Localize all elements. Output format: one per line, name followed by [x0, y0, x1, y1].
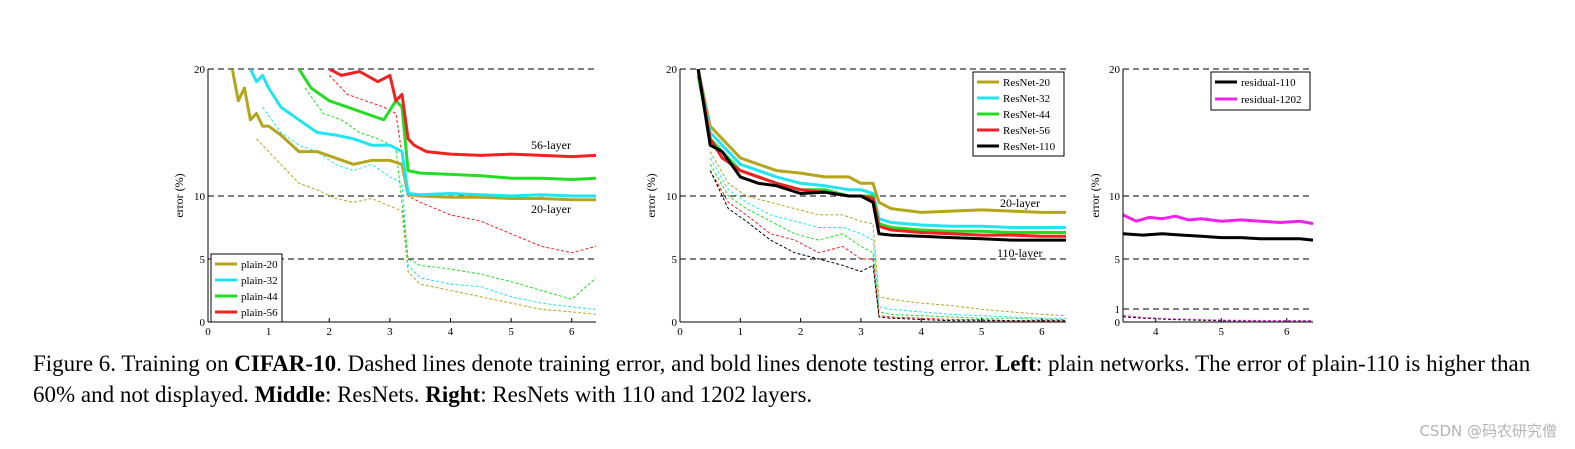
caption-text-3: : plain networks. The error of plain-110… — [33, 351, 1531, 407]
series-residual-110 — [1123, 232, 1313, 242]
series-plain-32 — [249, 69, 596, 198]
y-axis-label: error (%) — [644, 173, 658, 217]
series-resnet-56-train — [709, 170, 1066, 322]
y-axis-label: error (%) — [1088, 173, 1102, 217]
x-tick-label: 4 — [1153, 326, 1159, 338]
caption-bold-right: Right — [425, 382, 481, 407]
x-axis-label: iter. (1e4) — [1195, 337, 1242, 340]
x-tick-label: 6 — [569, 326, 575, 338]
legend-label: residual-110 — [1241, 77, 1296, 89]
x-tick-label: 1 — [266, 326, 272, 338]
x-tick-label: 3 — [387, 326, 393, 338]
x-tick-label: 6 — [1284, 326, 1290, 338]
caption-bold-cifar: CIFAR-10 — [234, 351, 337, 376]
x-tick-label: 4 — [448, 326, 454, 338]
watermark: CSDN @码农研究僧 — [1419, 422, 1557, 440]
legend-label: plain-20 — [241, 259, 278, 271]
y-tick-label: 0 — [1115, 317, 1121, 329]
legend-box — [1210, 71, 1311, 111]
y-tick-label: 5 — [200, 254, 206, 266]
x-tick-label: 5 — [508, 326, 514, 338]
series-plain-56-train — [328, 75, 596, 254]
x-tick-label: 2 — [798, 326, 804, 338]
x-tick-label: 5 — [979, 326, 985, 338]
y-tick-label: 0 — [200, 317, 206, 329]
middle-chart-resnets: 0 1 2 3 4 5 6 0 5 10 20 iter. (1e4) error (%) 20-laye… — [644, 64, 1066, 340]
legend-label: ResNet-110 — [1003, 141, 1056, 153]
caption-text-4: : ResNets. — [324, 382, 426, 407]
x-axis-label: iter. (1e4) — [379, 337, 426, 340]
caption-text-5: : ResNets with 110 and 1202 layers. — [480, 382, 813, 407]
y-tick-label: 20 — [666, 64, 678, 76]
legend-label: plain-32 — [241, 275, 278, 287]
legend-label: ResNet-56 — [1003, 125, 1051, 137]
series-residual-1202-train — [1123, 315, 1313, 322]
legend-label: plain-56 — [241, 307, 278, 319]
series-resnet-32-train — [709, 157, 1066, 319]
series-plain-20-train — [256, 138, 596, 315]
y-tick-label: 5 — [1115, 254, 1121, 266]
legend-label: ResNet-44 — [1003, 109, 1051, 121]
x-tick-label: 6 — [1039, 326, 1045, 338]
x-axis-label: iter. (1e4) — [850, 337, 897, 340]
legend: plain-20 plain-32 plain-44 plain-56 — [210, 253, 283, 323]
series-residual-1202 — [1123, 213, 1313, 226]
y-tick-label: 10 — [1109, 191, 1121, 203]
series-plain-44-train — [304, 87, 596, 300]
legend-label: ResNet-32 — [1003, 93, 1050, 105]
legend-label: plain-44 — [241, 291, 278, 303]
series-residual-110-train — [1123, 316, 1313, 322]
left-chart-plain-networks: 0 1 2 3 4 5 6 0 5 10 20 iter. (1e4) error (%) 56-laye… — [172, 64, 596, 340]
annotation: 56-layer — [531, 138, 571, 152]
y-tick-label: 20 — [1109, 64, 1121, 76]
x-tick-label: 0 — [205, 326, 211, 338]
x-tick-label: 0 — [677, 326, 683, 338]
y-tick-label: 1 — [1115, 304, 1121, 316]
caption-bold-middle: Middle — [254, 382, 325, 407]
series-resnet-110 — [696, 69, 1066, 242]
caption-text-2: . Dashed lines denote training error, an… — [336, 351, 995, 376]
series-resnet-20 — [696, 69, 1066, 214]
annotation: 20-layer — [531, 202, 571, 216]
annotation: 20-layer — [1000, 196, 1040, 210]
series-plain-20 — [230, 69, 596, 202]
series-resnet-20-train — [709, 151, 1066, 317]
figure-caption: Figure 6. Training on CIFAR-10. Dashed l… — [33, 348, 1533, 410]
caption-text-1: Figure 6. Training on — [33, 351, 235, 376]
x-tick-label: 4 — [919, 326, 925, 338]
series-plain-44 — [297, 69, 596, 181]
series-plain-32-train — [262, 106, 596, 310]
series-resnet-44-train — [709, 164, 1066, 320]
x-tick-label: 3 — [858, 326, 864, 338]
series-resnet-32 — [696, 69, 1066, 229]
y-tick-label: 10 — [666, 191, 678, 203]
y-axis-label: error (%) — [172, 173, 186, 217]
y-tick-label: 20 — [194, 64, 206, 76]
legend: residual-110 residual-1202 — [1210, 71, 1311, 111]
legend-label: ResNet-20 — [1003, 77, 1051, 89]
x-tick-label: 5 — [1219, 326, 1225, 338]
right-chart-110-1202-layers: 4 5 6 01 5 10 20 iter. (1e4) error (%) residual-1… — [1088, 64, 1313, 340]
y-tick-label: 0 — [672, 317, 678, 329]
figure-charts: 0123456051020iter. (1e4)error (%)56-laye… — [172, 64, 1313, 340]
legend: ResNet-20 ResNet-32 ResNet-44 ResNet-56 ResN… — [972, 71, 1065, 157]
annotation: 110-layer — [997, 246, 1043, 260]
caption-bold-left: Left — [994, 351, 1036, 376]
x-tick-label: 1 — [738, 326, 744, 338]
y-tick-label: 10 — [194, 191, 206, 203]
legend-label: residual-1202 — [1241, 94, 1301, 106]
series-plain-56 — [328, 69, 596, 159]
x-tick-label: 2 — [327, 326, 333, 338]
y-tick-label: 5 — [672, 254, 678, 266]
